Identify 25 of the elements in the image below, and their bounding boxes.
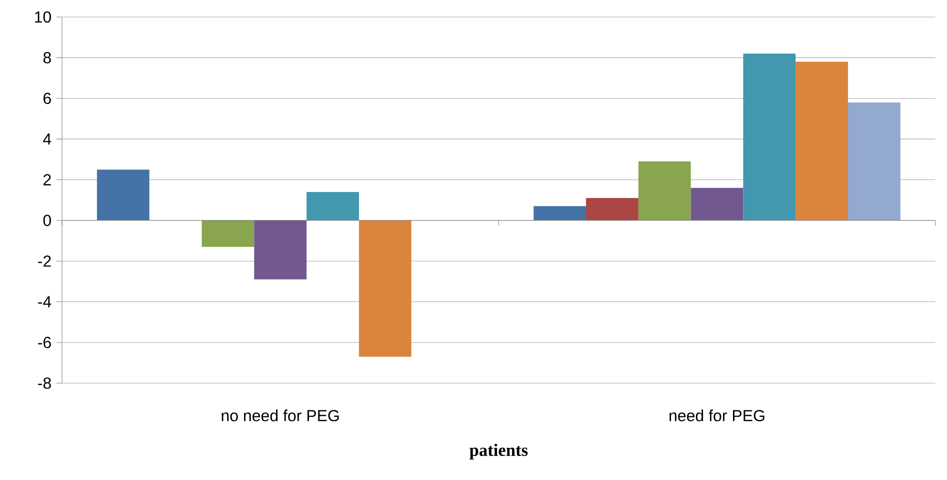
y-tick-label: 10 [35,11,51,23]
y-tick-label: 0 [43,214,51,226]
bar [306,192,359,220]
x-tick-label: no need for PEG [222,409,339,422]
bar [534,206,586,220]
bar [743,54,796,220]
bar [848,102,900,220]
bar [254,220,307,280]
y-tick-label: 8 [43,52,51,64]
x-axis-title: patients [470,444,528,460]
y-tick-label: -6 [38,336,51,348]
y-tick-label: 2 [44,174,51,186]
bar [358,220,412,357]
y-tick-label: -8 [38,377,51,389]
bar [586,198,638,220]
x-tick-label: need for PEG [670,409,764,422]
y-tick-label: 6 [44,92,51,104]
bar [796,62,848,220]
bar [638,161,691,220]
bar [202,220,254,247]
y-tick-label: -4 [38,296,52,308]
y-tick-label: 4 [43,133,52,144]
bar [96,169,150,220]
bar [690,188,744,220]
y-tick-label: -2 [38,255,51,267]
